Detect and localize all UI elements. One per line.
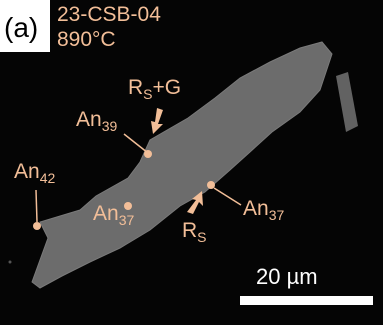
micrograph: (a) 23-CSB-04 890°C RS+G An39 An42 An37 … xyxy=(0,0,383,325)
spot xyxy=(144,150,152,158)
spot xyxy=(207,181,215,189)
temperature: 890°C xyxy=(57,28,116,51)
spot xyxy=(33,222,41,230)
leader-line xyxy=(36,190,37,222)
panel-label: (a) xyxy=(4,12,38,43)
speck xyxy=(9,261,12,264)
scale-bar-label: 20 µm xyxy=(256,264,318,289)
annotation: RS+G xyxy=(128,76,181,102)
sample-id: 23-CSB-04 xyxy=(57,3,161,26)
scale-bar xyxy=(240,296,373,305)
spot xyxy=(124,202,132,210)
